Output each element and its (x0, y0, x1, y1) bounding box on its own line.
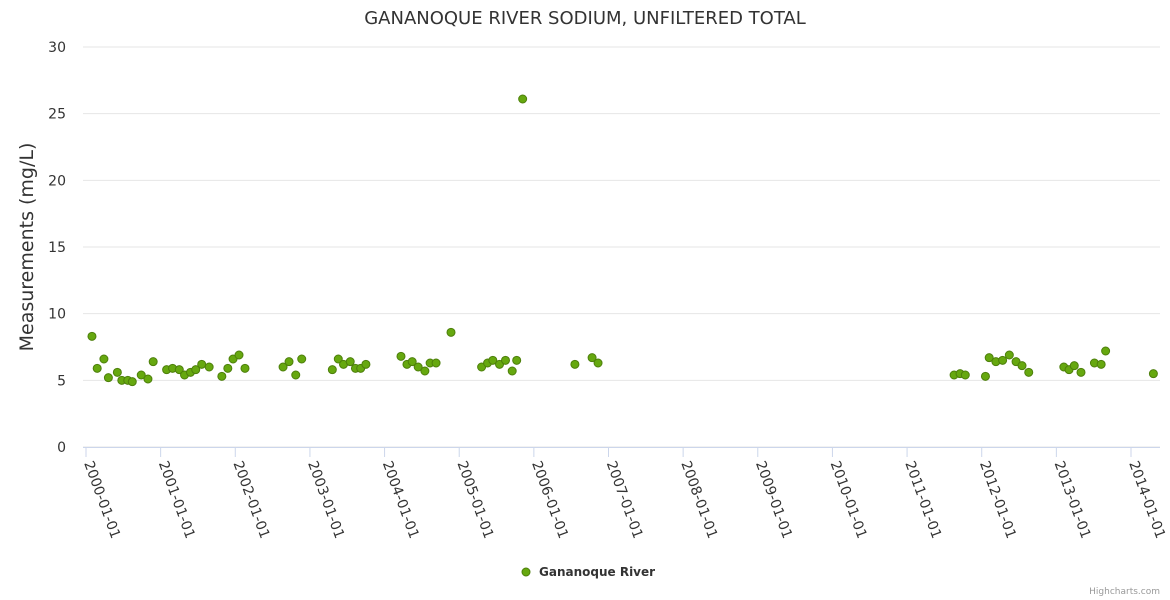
data-point[interactable] (127, 377, 137, 387)
y-axis-label: Measurements (mg/L) (16, 143, 38, 352)
data-point[interactable] (1004, 350, 1014, 360)
data-point[interactable] (446, 327, 456, 337)
data-point[interactable] (291, 370, 301, 380)
series-gananoque-river[interactable] (87, 94, 1158, 387)
y-tick-label: 5 (57, 373, 66, 389)
data-point[interactable] (488, 355, 498, 365)
data-point[interactable] (396, 351, 406, 361)
data-point[interactable] (1101, 346, 1111, 356)
data-point[interactable] (191, 365, 201, 375)
data-point[interactable] (407, 357, 417, 367)
data-point[interactable] (327, 365, 337, 375)
data-point[interactable] (333, 354, 343, 364)
x-tick-label: 2010-01-01 (827, 459, 870, 541)
data-point[interactable] (998, 355, 1008, 365)
y-tick-label: 30 (48, 40, 66, 56)
x-tick-label: 2002-01-01 (230, 459, 273, 541)
y-tick-label: 20 (48, 173, 66, 189)
data-point[interactable] (420, 366, 430, 376)
x-tick-label: 2014-01-01 (1125, 459, 1168, 541)
data-point[interactable] (197, 359, 207, 369)
x-tick-label: 2001-01-01 (155, 459, 198, 541)
legend-item-gananoque-river[interactable]: Gananoque River (539, 565, 655, 579)
data-point[interactable] (112, 367, 122, 377)
data-point[interactable] (361, 359, 371, 369)
data-point[interactable] (960, 370, 970, 380)
data-point[interactable] (500, 355, 510, 365)
x-tick-label: 2004-01-01 (379, 459, 422, 541)
data-point[interactable] (204, 362, 214, 372)
data-point[interactable] (593, 358, 603, 368)
data-point[interactable] (1076, 367, 1086, 377)
legend[interactable]: Gananoque River (521, 565, 655, 579)
credits-link[interactable]: Highcharts.com (1089, 587, 1160, 597)
data-point[interactable] (1024, 367, 1034, 377)
data-point[interactable] (1069, 361, 1079, 371)
data-point[interactable] (512, 355, 522, 365)
data-point[interactable] (223, 363, 233, 373)
x-tick-label: 2000-01-01 (80, 459, 123, 541)
data-point[interactable] (103, 373, 113, 383)
data-point[interactable] (518, 94, 528, 104)
data-point[interactable] (148, 357, 158, 367)
data-point[interactable] (507, 366, 517, 376)
data-point[interactable] (92, 363, 102, 373)
data-point[interactable] (570, 359, 580, 369)
data-point[interactable] (234, 350, 244, 360)
data-point[interactable] (587, 353, 597, 363)
data-point[interactable] (143, 374, 153, 384)
data-point[interactable] (1017, 361, 1027, 371)
data-point[interactable] (1148, 369, 1158, 379)
x-tick-label: 2005-01-01 (453, 459, 496, 541)
x-tick-label: 2013-01-01 (1051, 459, 1094, 541)
data-point[interactable] (240, 363, 250, 373)
data-point[interactable] (99, 354, 109, 364)
y-tick-label: 25 (48, 107, 66, 123)
x-tick-label: 2012-01-01 (976, 459, 1019, 541)
data-point[interactable] (984, 353, 994, 363)
x-tick-label: 2011-01-01 (901, 459, 944, 541)
data-point[interactable] (174, 365, 184, 375)
x-tick-label: 2007-01-01 (603, 459, 646, 541)
data-point[interactable] (284, 357, 294, 367)
data-point[interactable] (431, 358, 441, 368)
data-point[interactable] (87, 331, 97, 341)
x-tick-label: 2009-01-01 (752, 459, 795, 541)
data-point[interactable] (980, 371, 990, 381)
data-point[interactable] (297, 354, 307, 364)
data-point[interactable] (1096, 359, 1106, 369)
x-tick-label: 2006-01-01 (528, 459, 571, 541)
y-tick-label: 15 (48, 240, 66, 256)
y-tick-label: 10 (48, 307, 66, 323)
y-tick-label: 0 (57, 440, 66, 456)
x-axis: 2000-01-01 2001-01-01 2002-01-01 2003-01-01… (80, 447, 1168, 541)
gridlines (83, 46, 1160, 448)
legend-marker[interactable] (521, 567, 531, 577)
x-tick-label: 2003-01-01 (304, 459, 347, 541)
data-point[interactable] (217, 371, 227, 381)
x-tick-label: 2008-01-01 (677, 459, 720, 541)
data-point[interactable] (345, 357, 355, 367)
y-axis-ticks: 0 5 10 15 20 25 30 (48, 40, 66, 456)
data-point[interactable] (136, 370, 146, 380)
data-point[interactable] (278, 362, 288, 372)
data-point[interactable] (413, 362, 423, 372)
chart-title: GANANOQUE RIVER SODIUM, UNFILTERED TOTAL (364, 8, 806, 29)
